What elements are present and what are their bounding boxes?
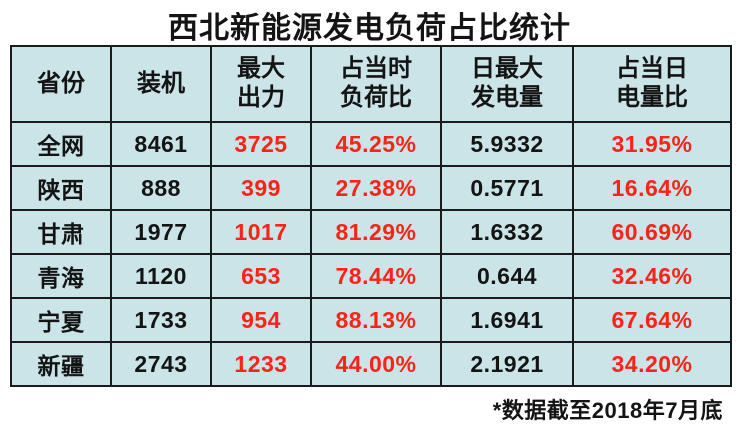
column-header-province: 省份	[10, 45, 112, 123]
column-header-max-output: 最大 出力	[210, 45, 312, 123]
data-cutoff-footnote: *数据截至2018年7月底	[492, 398, 723, 423]
table-cell-max-output: 3725	[210, 121, 312, 167]
table-cell-installed: 1977	[110, 209, 212, 255]
table-cell-province: 甘肃	[10, 209, 112, 255]
table-cell-max-output: 399	[210, 165, 312, 211]
table-cell-daily-energy-ratio: 34.20%	[572, 341, 732, 387]
table-cell-province: 陕西	[10, 165, 112, 211]
table-row: 全网 8461 3725 45.25% 5.9332 31.95%	[10, 121, 732, 167]
table-cell-installed: 1733	[110, 297, 212, 343]
table-cell-installed: 1120	[110, 253, 212, 299]
table-cell-daily-max-gen: 0.644	[440, 253, 574, 299]
table-cell-province: 全网	[10, 121, 112, 167]
table-cell-daily-max-gen: 1.6332	[440, 209, 574, 255]
table-cell-load-ratio: 27.38%	[310, 165, 442, 211]
table-row: 宁夏 1733 954 88.13% 1.6941 67.64%	[10, 297, 732, 343]
table-cell-load-ratio: 81.29%	[310, 209, 442, 255]
table-cell-daily-energy-ratio: 31.95%	[572, 121, 732, 167]
column-header-daily-max-generation: 日最大 发电量	[440, 45, 574, 123]
table-cell-max-output: 954	[210, 297, 312, 343]
table-cell-installed: 8461	[110, 121, 212, 167]
table-cell-daily-energy-ratio: 67.64%	[572, 297, 732, 343]
table-cell-daily-energy-ratio: 32.46%	[572, 253, 732, 299]
table-cell-daily-energy-ratio: 60.69%	[572, 209, 732, 255]
table-row: 甘肃 1977 1017 81.29% 1.6332 60.69%	[10, 209, 732, 255]
table-cell-max-output: 1233	[210, 341, 312, 387]
table-cell-max-output: 1017	[210, 209, 312, 255]
table-cell-load-ratio: 78.44%	[310, 253, 442, 299]
table-cell-load-ratio: 44.00%	[310, 341, 442, 387]
table-cell-load-ratio: 88.13%	[310, 297, 442, 343]
table-cell-installed: 2743	[110, 341, 212, 387]
column-header-daily-energy-ratio: 占当日 电量比	[572, 45, 732, 123]
header-row: 省份 装机 最大 出力 占当时 负荷比 日最大 发电量 占当日 电量比	[10, 45, 732, 123]
table-cell-daily-energy-ratio: 16.64%	[572, 165, 732, 211]
column-header-installed-capacity: 装机	[110, 45, 212, 123]
table-cell-load-ratio: 45.25%	[310, 121, 442, 167]
table-cell-daily-max-gen: 5.9332	[440, 121, 574, 167]
column-header-load-ratio: 占当时 负荷比	[310, 45, 442, 123]
page-title: 西北新能源发电负荷占比统计	[168, 12, 571, 45]
table-cell-daily-max-gen: 0.5771	[440, 165, 574, 211]
table-cell-province: 宁夏	[10, 297, 112, 343]
table-cell-province: 青海	[10, 253, 112, 299]
table-row: 陕西 888 399 27.38% 0.5771 16.64%	[10, 165, 732, 211]
table-cell-daily-max-gen: 2.1921	[440, 341, 574, 387]
table-row: 新疆 2743 1233 44.00% 2.1921 34.20%	[10, 341, 732, 387]
table-cell-installed: 888	[110, 165, 212, 211]
table-row: 青海 1120 653 78.44% 0.644 32.46%	[10, 253, 732, 299]
table-cell-max-output: 653	[210, 253, 312, 299]
table-cell-daily-max-gen: 1.6941	[440, 297, 574, 343]
table-cell-province: 新疆	[10, 341, 112, 387]
statistics-table: 省份 装机 最大 出力 占当时 负荷比 日最大 发电量 占当日 电量比 全网 8…	[10, 45, 732, 387]
